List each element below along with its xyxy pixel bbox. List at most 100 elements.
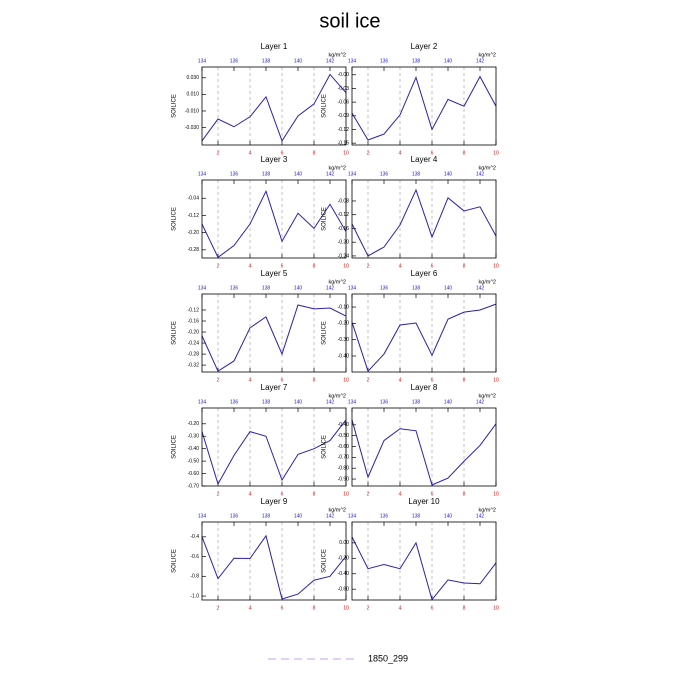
y-tick-label: -0.20 — [338, 556, 350, 562]
x2-tick-label: 136 — [380, 171, 389, 177]
x2-tick-label: 138 — [412, 399, 421, 405]
y-axis-label: SOILICE — [322, 549, 328, 573]
x-tick-label: 6 — [431, 491, 434, 497]
panel-title: Layer 10 — [408, 497, 440, 506]
plot-frame — [351, 293, 497, 373]
x-tick-label: 10 — [343, 150, 349, 156]
x-tick-label: 10 — [343, 491, 349, 497]
plot-frame — [201, 179, 347, 259]
y-tick-label: -0.24 — [188, 340, 200, 346]
x-tick-label: 4 — [249, 263, 252, 269]
x-tick-label: 4 — [249, 150, 252, 156]
x-tick-label: 2 — [367, 263, 370, 269]
y-tick-label: -0.12 — [338, 212, 350, 218]
y-tick-label: -0.10 — [338, 304, 350, 310]
x2-tick-label: 138 — [412, 171, 421, 177]
y-tick-label: 0.030 — [186, 75, 199, 81]
y-axis-label: SOILICE — [172, 549, 178, 573]
x2-tick-label: 140 — [294, 399, 303, 405]
x2-tick-label: 134 — [348, 399, 357, 405]
y-axis-label: SOILICE — [322, 321, 328, 345]
x-tick-label: 4 — [399, 605, 402, 611]
y-axis-label: SOILICE — [322, 207, 328, 231]
x2-tick-label: 136 — [230, 285, 239, 291]
x2-tick-label: 142 — [326, 399, 335, 405]
x2-tick-label: 134 — [198, 513, 207, 519]
y-tick-label: -0.28 — [188, 351, 200, 357]
x-tick-label: 2 — [367, 377, 370, 383]
panel-title: Layer 3 — [261, 155, 288, 164]
x-tick-label: 10 — [493, 491, 499, 497]
x2-tick-label: 142 — [476, 399, 485, 405]
data-line — [351, 75, 497, 141]
x2-tick-label: 136 — [230, 171, 239, 177]
x-tick-label: 10 — [343, 605, 349, 611]
x2-tick-label: 134 — [198, 171, 207, 177]
panel-title: Layer 6 — [411, 269, 438, 278]
y-tick-label: 0.010 — [186, 92, 199, 98]
y-tick-label: -0.030 — [185, 125, 199, 131]
x-tick-label: 4 — [399, 263, 402, 269]
y-axis-label: SOILICE — [322, 435, 328, 459]
data-line — [201, 304, 347, 372]
y-axis-label: SOILICE — [172, 435, 178, 459]
x-tick-label: 6 — [281, 150, 284, 156]
y-tick-label: -0.09 — [338, 113, 350, 119]
x2-tick-label: 138 — [262, 513, 271, 519]
y-tick-label: -0.00 — [338, 72, 350, 78]
x2-tick-label: 134 — [198, 285, 207, 291]
y-tick-label: -0.03 — [338, 86, 350, 92]
figure-title: soil ice — [319, 10, 380, 32]
plot-frame — [351, 407, 497, 487]
x-tick-label: 4 — [399, 377, 402, 383]
panel-title: Layer 4 — [411, 155, 438, 164]
x-tick-label: 8 — [463, 150, 466, 156]
x-tick-label: 8 — [313, 491, 316, 497]
x2-tick-label: 142 — [476, 58, 485, 64]
y-tick-label: -0.20 — [188, 329, 200, 335]
y-tick-label: -0.16 — [188, 318, 200, 324]
x-tick-label: 6 — [281, 605, 284, 611]
x-tick-label: 8 — [313, 263, 316, 269]
x-tick-label: 10 — [493, 377, 499, 383]
y-tick-label: -0.70 — [338, 455, 350, 461]
x-tick-label: 10 — [493, 150, 499, 156]
y-tick-label: -0.30 — [338, 337, 350, 343]
x2-tick-label: 136 — [230, 513, 239, 519]
y-tick-label: -0.20 — [188, 421, 200, 427]
plot-frame — [201, 407, 347, 487]
legend-label: 1850_299 — [368, 653, 408, 663]
y-tick-label: -0.70 — [188, 483, 200, 489]
x-tick-label: 10 — [493, 605, 499, 611]
x2-tick-label: 134 — [198, 399, 207, 405]
x2-tick-label: 140 — [294, 285, 303, 291]
x2-tick-label: 142 — [326, 58, 335, 64]
x2-axis-label: kg/m^2 — [328, 507, 346, 513]
x-tick-label: 6 — [431, 377, 434, 383]
x2-tick-label: 136 — [380, 399, 389, 405]
x2-axis-label: kg/m^2 — [328, 279, 346, 285]
x-tick-label: 2 — [367, 605, 370, 611]
y-tick-label: -0.8 — [190, 574, 199, 580]
x2-tick-label: 138 — [262, 58, 271, 64]
x2-tick-label: 140 — [444, 285, 453, 291]
y-tick-label: -0.6 — [190, 554, 199, 560]
y-axis-label: SOILICE — [172, 94, 178, 118]
x2-tick-label: 136 — [380, 513, 389, 519]
x-tick-label: 8 — [463, 491, 466, 497]
panel-title: Layer 5 — [261, 269, 288, 278]
x2-tick-label: 136 — [230, 399, 239, 405]
x-tick-label: 4 — [399, 150, 402, 156]
y-tick-label: -1.0 — [190, 593, 199, 599]
plot-frame — [351, 521, 497, 601]
y-tick-label: -0.90 — [338, 476, 350, 482]
y-tick-label: -0.06 — [338, 99, 350, 105]
y-tick-label: -0.24 — [338, 253, 350, 259]
x-tick-label: 8 — [313, 150, 316, 156]
x-tick-label: 6 — [431, 605, 434, 611]
y-tick-label: -0.40 — [338, 422, 350, 428]
x-tick-label: 6 — [431, 263, 434, 269]
y-tick-label: 0.00 — [339, 540, 349, 546]
y-tick-label: -0.50 — [188, 458, 200, 464]
x2-tick-label: 140 — [294, 58, 303, 64]
